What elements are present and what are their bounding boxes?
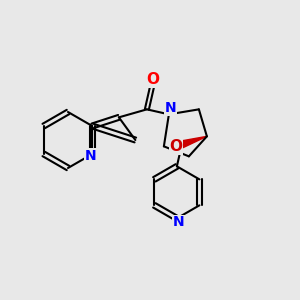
Polygon shape [181, 136, 207, 148]
Text: O: O [146, 72, 159, 87]
Text: N: N [165, 101, 177, 115]
Text: N: N [173, 215, 185, 229]
Text: N: N [84, 149, 96, 163]
Text: O: O [169, 139, 182, 154]
